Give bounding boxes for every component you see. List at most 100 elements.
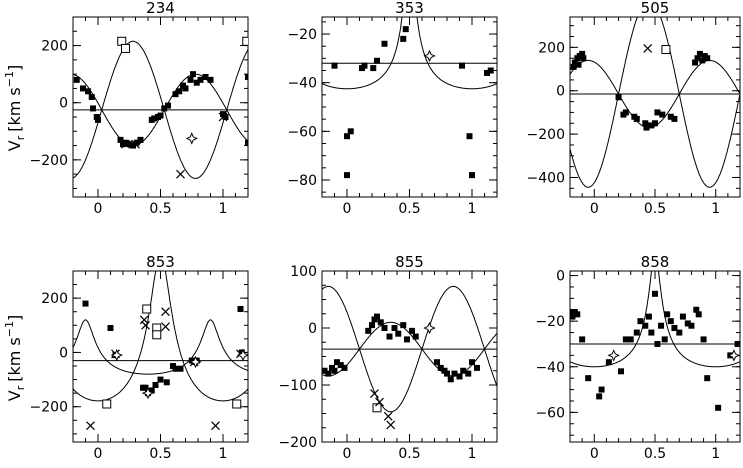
rv-curve: [570, 17, 740, 188]
point-star: [423, 49, 436, 63]
y-tick-label: −200: [30, 153, 68, 169]
point-filled-square: [734, 340, 740, 347]
point-cross: [121, 139, 130, 149]
x-tick-label: 0: [343, 446, 352, 462]
point-filled-square: [400, 322, 407, 329]
y-tick-label: −20: [535, 314, 565, 330]
point-filled-square: [605, 359, 612, 366]
rv-curve: [322, 285, 497, 413]
point-filled-square: [460, 367, 467, 374]
point-filled-square: [633, 115, 640, 122]
point-filled-square: [579, 336, 586, 343]
point-filled-square: [161, 105, 168, 112]
point-filled-square: [325, 370, 332, 377]
point-filled-square: [679, 313, 686, 320]
point-cross: [161, 322, 170, 332]
point-filled-square: [137, 136, 144, 143]
point-filled-square: [627, 336, 634, 343]
point-filled-square: [585, 375, 592, 382]
ylabel-bottom: Vr[km s−1]: [3, 315, 27, 401]
point-filled-square: [165, 102, 171, 109]
point-filled-square: [381, 325, 388, 331]
point-filled-square: [654, 109, 661, 116]
panel-title: 853: [146, 253, 175, 271]
point-filled-square: [122, 139, 129, 146]
chart-panel-505: 505 0 0.5 1 −400 −200 0 200: [527, 0, 741, 217]
point-filled-square: [95, 116, 101, 123]
chart-panel-858: 858 0 0.5 1 −60 −40 −20 0: [535, 253, 741, 462]
point-cross: [643, 44, 653, 53]
x-tick-label: 0.5: [644, 201, 666, 217]
rv-curve: [570, 271, 740, 368]
point-cross: [370, 389, 379, 398]
point-filled-square: [465, 370, 472, 377]
point-filled-square: [645, 313, 652, 320]
point-open-square: [152, 330, 162, 340]
point-filled-square: [152, 382, 159, 388]
x-tick-label: 1: [219, 446, 228, 462]
point-filled-square: [570, 309, 573, 316]
x-tick-label: 0: [94, 446, 103, 462]
y-tick-label: −100: [279, 378, 317, 394]
point-filled-square: [193, 79, 200, 86]
point-filled-square: [148, 387, 155, 394]
point-filled-square: [469, 172, 475, 179]
point-cross: [139, 315, 149, 325]
point-filled-square: [580, 55, 587, 62]
point-filled-square: [447, 376, 454, 383]
point-filled-square: [404, 336, 410, 343]
point-filled-square: [202, 74, 209, 80]
point-filled-square: [704, 55, 711, 62]
point-filled-square: [437, 364, 444, 371]
y-tick-label: 200: [538, 40, 565, 56]
x-tick-label: 0: [590, 201, 599, 217]
point-filled-square: [402, 26, 409, 33]
point-filled-square: [322, 367, 328, 374]
point-filled-square: [622, 109, 629, 116]
point-filled-square: [237, 306, 244, 312]
point-filled-square: [142, 384, 149, 391]
point-open-square: [142, 304, 152, 314]
point-filled-square: [341, 364, 348, 371]
x-tick-label: 0.5: [644, 446, 666, 462]
x-tick-label: 0.5: [149, 446, 171, 462]
point-filled-square: [658, 322, 665, 329]
point-filled-square: [484, 69, 490, 76]
x-tick-label: 1: [468, 446, 477, 462]
point-filled-square: [130, 142, 136, 149]
point-filled-square: [163, 379, 170, 386]
point-filled-square: [696, 50, 703, 57]
point-open-square: [661, 45, 671, 55]
y-tick-label: −40: [287, 76, 317, 92]
point-filled-square: [172, 365, 179, 372]
point-filled-square: [633, 329, 640, 336]
point-filled-square: [618, 368, 624, 375]
x-tick-label: 0: [94, 201, 103, 217]
panel-title: 855: [395, 253, 424, 271]
point-filled-square: [151, 115, 158, 122]
point-cross: [386, 420, 396, 430]
point-cross: [176, 169, 185, 179]
point-filled-square: [82, 300, 89, 307]
point-filled-square: [642, 120, 649, 127]
x-tick-label: 1: [711, 201, 720, 217]
point-filled-square: [571, 59, 578, 66]
point-open-square: [102, 399, 112, 409]
point-filled-square: [570, 313, 576, 320]
point-open-square: [232, 399, 242, 409]
point-star: [110, 348, 124, 362]
x-tick-label: 0: [590, 446, 599, 462]
point-filled-square: [412, 333, 419, 340]
point-filled-square: [570, 63, 577, 70]
point-filled-square: [187, 76, 194, 83]
point-open-square: [242, 36, 248, 46]
rv-curve: [73, 40, 248, 179]
point-filled-square: [664, 311, 671, 318]
point-filled-square: [182, 85, 189, 92]
x-tick-label: 0.5: [149, 201, 171, 217]
point-star: [423, 321, 436, 335]
point-cross: [211, 421, 220, 431]
plot-frame: [321, 270, 498, 443]
point-filled-square: [622, 336, 629, 343]
